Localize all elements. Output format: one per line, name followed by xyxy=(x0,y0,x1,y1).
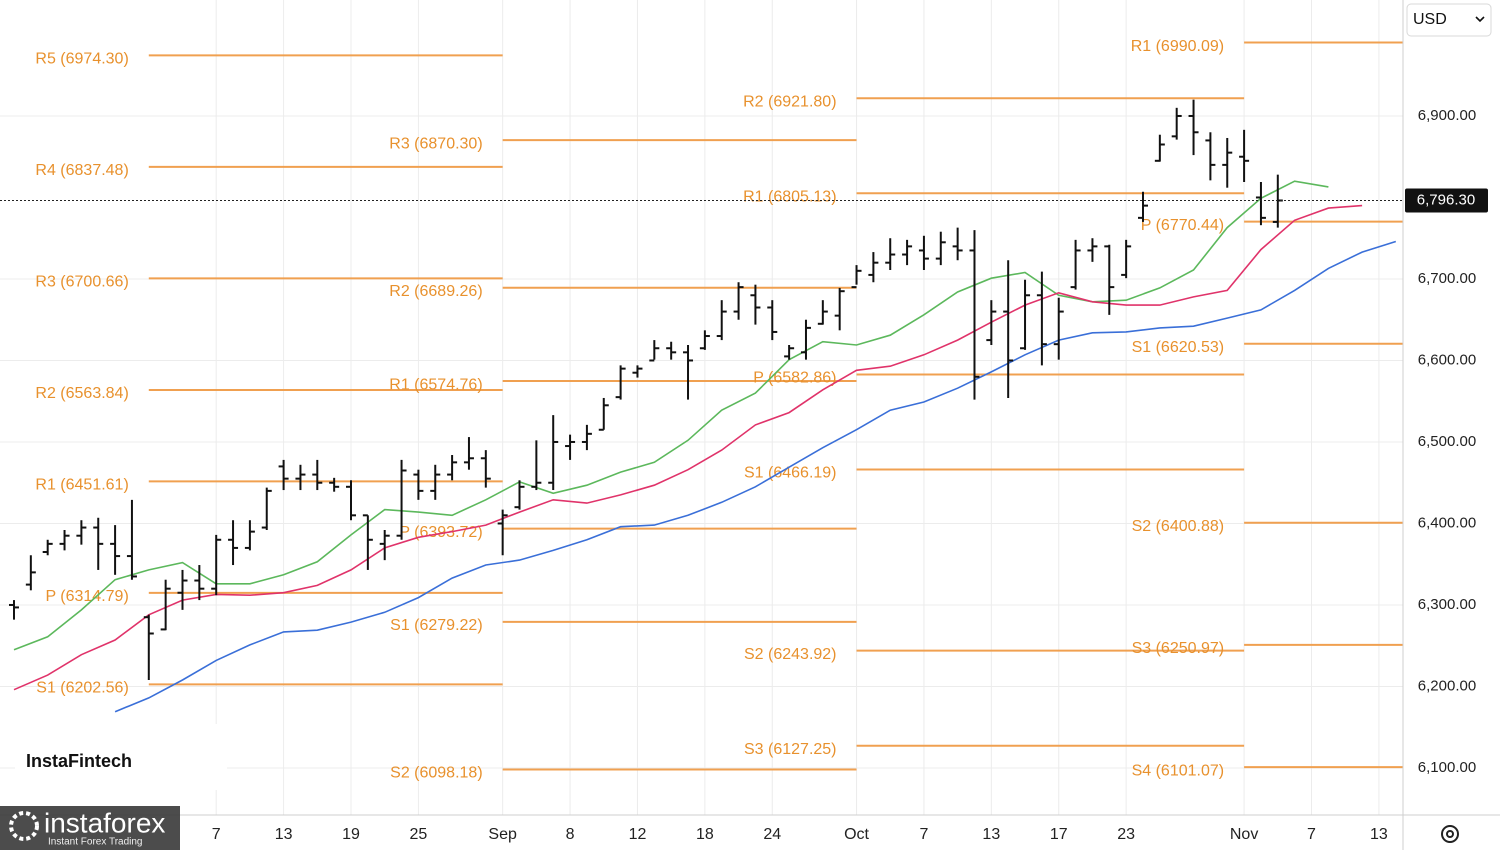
settings-icon-core[interactable] xyxy=(1446,830,1454,838)
pivot-label: S2 (6098.18) xyxy=(390,765,483,782)
pivot-label: R5 (6974.30) xyxy=(35,51,128,68)
pivot-label: S1 (6620.53) xyxy=(1132,339,1225,356)
brand-logo: instaforex Instant Forex Trading xyxy=(0,806,180,850)
pivot-label: P (6393.72) xyxy=(399,524,482,541)
pivot-label: R4 (6837.48) xyxy=(35,162,128,179)
x-tick-label: 13 xyxy=(1370,826,1388,843)
pivot-label: R2 (6563.84) xyxy=(35,385,128,402)
x-tick-label: 12 xyxy=(629,826,647,843)
current-price-box xyxy=(1405,188,1488,213)
pivot-label: R1 (6574.76) xyxy=(389,376,482,393)
pivot-label: R2 (6689.26) xyxy=(389,283,482,300)
pivot-label: S2 (6400.88) xyxy=(1132,518,1225,535)
pivot-label: S4 (6101.07) xyxy=(1132,762,1225,779)
x-tick-label: 7 xyxy=(212,826,221,843)
pivot-label: S2 (6243.92) xyxy=(744,646,837,663)
x-tick-label: 23 xyxy=(1117,826,1135,843)
pivot-label: P (6770.44) xyxy=(1141,217,1224,234)
pivot-label: R3 (6700.66) xyxy=(35,274,128,291)
y-tick-label: 6,900.00 xyxy=(1418,107,1476,124)
currency-box[interactable] xyxy=(1406,3,1492,37)
x-tick-label: 18 xyxy=(696,826,714,843)
grid xyxy=(0,0,1403,815)
x-tick-label: Nov xyxy=(1230,826,1258,843)
pivot-label: S3 (6127.25) xyxy=(744,741,837,758)
settings-icon[interactable] xyxy=(1441,825,1459,843)
x-tick-label: 17 xyxy=(1050,826,1068,843)
x-tick-label: 13 xyxy=(275,826,293,843)
pivot-label: S1 (6202.56) xyxy=(36,680,129,697)
x-tick-label: 24 xyxy=(763,826,781,843)
y-tick-label: 6,300.00 xyxy=(1418,596,1476,613)
y-tick-label: 6,200.00 xyxy=(1418,677,1476,694)
x-tick-label: 7 xyxy=(919,826,928,843)
currency-label[interactable]: USD xyxy=(1413,11,1447,28)
pivot-label: R3 (6870.30) xyxy=(389,135,482,152)
chevron-icon[interactable] xyxy=(1475,16,1485,23)
currency-select[interactable]: USD xyxy=(1406,3,1492,37)
logo-icon xyxy=(9,811,39,841)
x-tick-label: Sep xyxy=(488,826,517,843)
watermark-box xyxy=(15,724,227,790)
pivot-label: S1 (6279.22) xyxy=(390,617,483,634)
x-tick-label: 25 xyxy=(410,826,428,843)
current-price-label: 6,796.30 xyxy=(1417,191,1475,208)
x-tick-label: 7 xyxy=(1307,826,1316,843)
watermark: InstaFintech xyxy=(15,724,227,790)
y-tick-label: 6,700.00 xyxy=(1418,270,1476,287)
ohlc-bars xyxy=(8,99,1283,680)
moving-average-line xyxy=(114,240,1397,713)
x-tick-label: 8 xyxy=(566,826,575,843)
x-tick-label: Oct xyxy=(844,826,869,843)
y-tick-label: 6,500.00 xyxy=(1418,433,1476,450)
pivot-label: S3 (6250.97) xyxy=(1132,640,1225,657)
brand-tagline: Instant Forex Trading xyxy=(48,837,143,848)
y-tick-label: 6,100.00 xyxy=(1418,759,1476,776)
x-tick-label: 13 xyxy=(982,826,1000,843)
pivot-label: R1 (6990.09) xyxy=(1131,38,1224,55)
pivot-label: P (6314.79) xyxy=(45,588,128,605)
y-tick-label: 6,600.00 xyxy=(1418,351,1476,368)
pivot-levels: R5 (6974.30) R4 (6837.48) R3 (6700.66) R2 (… xyxy=(35,38,1403,782)
pivot-label: P (6582.86) xyxy=(753,370,836,387)
settings-button[interactable] xyxy=(1441,825,1459,843)
moving-average-line xyxy=(13,204,1363,691)
y-tick-label: 6,400.00 xyxy=(1418,514,1476,531)
brand-name: instaforex xyxy=(44,807,165,838)
pivot-label: R2 (6921.80) xyxy=(743,93,836,110)
pivot-label: S1 (6466.19) xyxy=(744,465,837,482)
pivot-label: R1 (6451.61) xyxy=(35,477,128,494)
watermark-text: InstaFintech xyxy=(26,751,132,771)
pivot-label: R1 (6805.13) xyxy=(743,189,836,206)
overlay: 6,796.30 xyxy=(0,188,1488,213)
x-tick-label: 19 xyxy=(342,826,360,843)
